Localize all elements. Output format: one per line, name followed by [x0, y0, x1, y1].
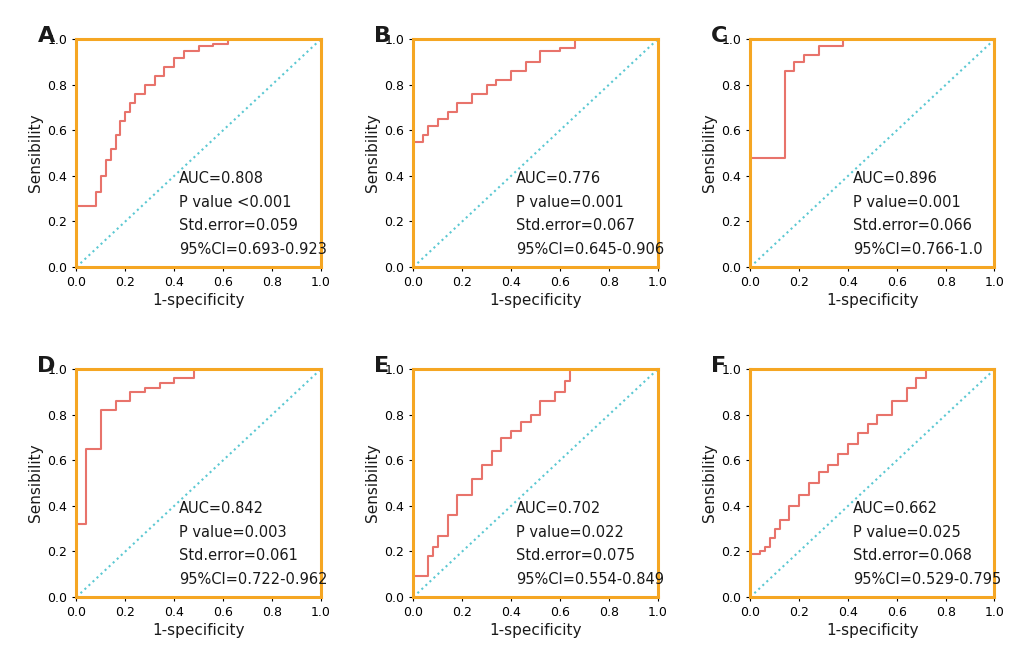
- X-axis label: 1-specificity: 1-specificity: [489, 293, 581, 308]
- Text: D: D: [38, 356, 56, 376]
- Y-axis label: Sensibility: Sensibility: [701, 444, 716, 522]
- Text: AUC=0.702
P value=0.022
Std.error=0.075
95%CI=0.554-0.849: AUC=0.702 P value=0.022 Std.error=0.075 …: [516, 501, 663, 586]
- X-axis label: 1-specificity: 1-specificity: [825, 293, 918, 308]
- Text: AUC=0.808
P value <0.001
Std.error=0.059
95%CI=0.693-0.923: AUC=0.808 P value <0.001 Std.error=0.059…: [179, 171, 327, 256]
- Text: AUC=0.662
P value=0.025
Std.error=0.068
95%CI=0.529-0.795: AUC=0.662 P value=0.025 Std.error=0.068 …: [852, 501, 1001, 586]
- X-axis label: 1-specificity: 1-specificity: [152, 293, 245, 308]
- Y-axis label: Sensibility: Sensibility: [365, 444, 380, 522]
- Y-axis label: Sensibility: Sensibility: [29, 114, 43, 192]
- Y-axis label: Sensibility: Sensibility: [701, 114, 716, 192]
- Text: E: E: [374, 356, 389, 376]
- Y-axis label: Sensibility: Sensibility: [29, 444, 43, 522]
- X-axis label: 1-specificity: 1-specificity: [152, 623, 245, 638]
- Text: AUC=0.842
P value=0.003
Std.error=0.061
95%CI=0.722-0.962: AUC=0.842 P value=0.003 Std.error=0.061 …: [179, 501, 327, 586]
- Text: C: C: [710, 26, 727, 46]
- X-axis label: 1-specificity: 1-specificity: [489, 623, 581, 638]
- X-axis label: 1-specificity: 1-specificity: [825, 623, 918, 638]
- Text: A: A: [38, 26, 55, 46]
- Y-axis label: Sensibility: Sensibility: [365, 114, 380, 192]
- Text: F: F: [710, 356, 726, 376]
- Text: AUC=0.776
P value=0.001
Std.error=0.067
95%CI=0.645-0.906: AUC=0.776 P value=0.001 Std.error=0.067 …: [516, 171, 663, 256]
- Text: AUC=0.896
P value=0.001
Std.error=0.066
95%CI=0.766-1.0: AUC=0.896 P value=0.001 Std.error=0.066 …: [852, 171, 981, 256]
- Text: B: B: [374, 26, 391, 46]
